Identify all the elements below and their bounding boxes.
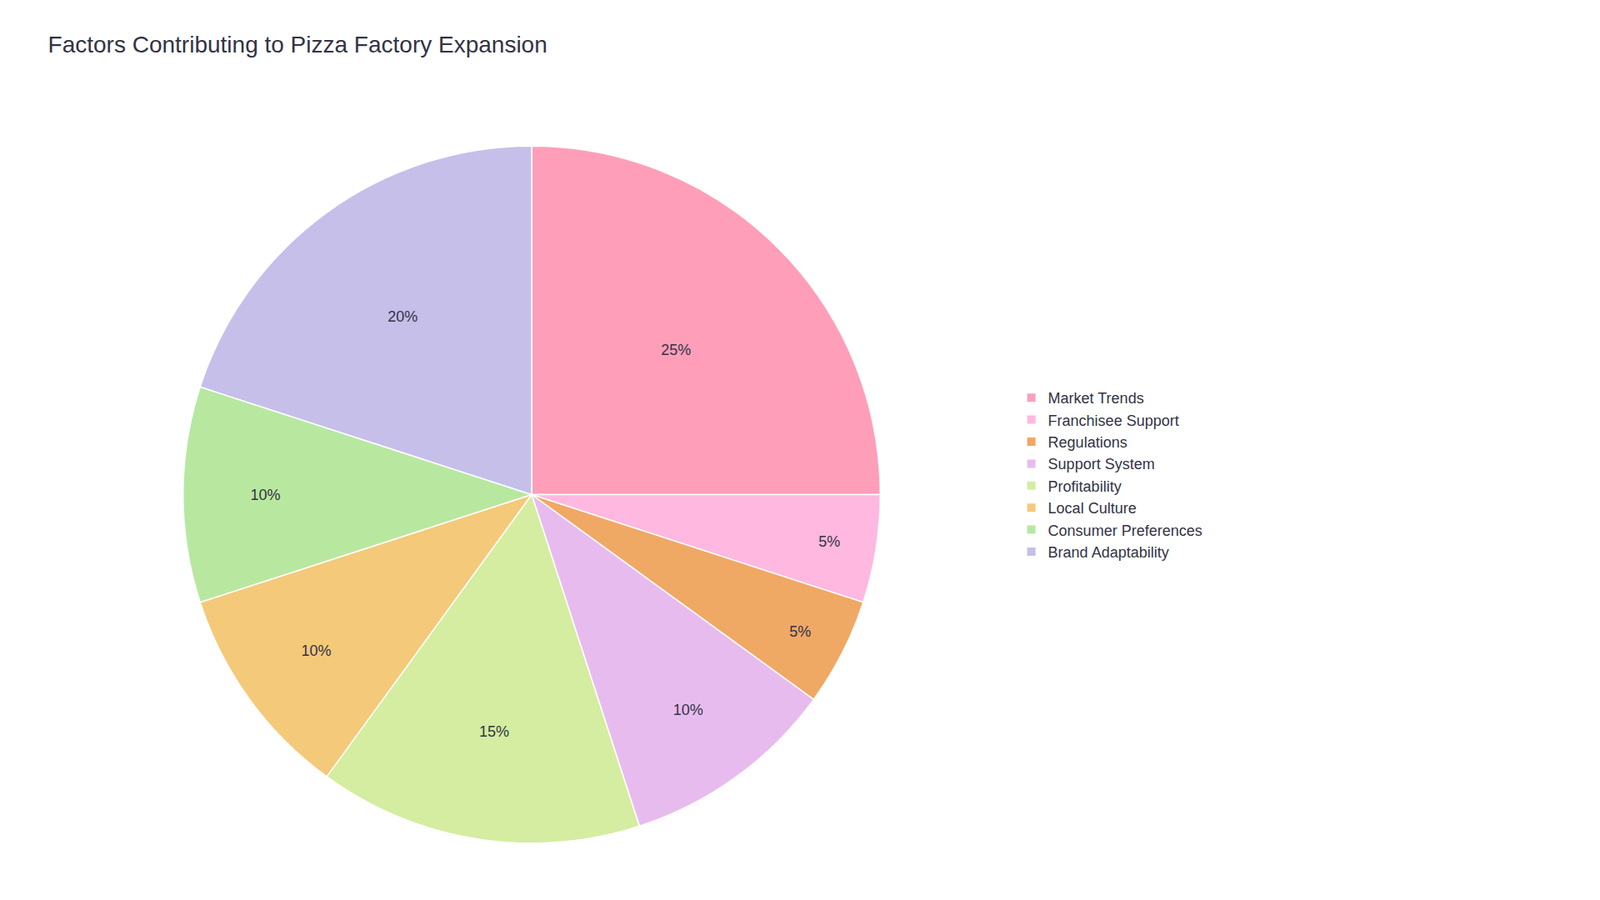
svg-text:Local Culture: Local Culture — [1048, 500, 1137, 517]
svg-text:Regulations: Regulations — [1048, 434, 1128, 451]
svg-text:Profitability: Profitability — [1048, 478, 1122, 495]
svg-text:10%: 10% — [300, 642, 331, 660]
svg-text:Franchisee Support: Franchisee Support — [1048, 412, 1180, 430]
svg-text:20%: 20% — [387, 308, 418, 325]
svg-text:10%: 10% — [250, 486, 280, 504]
svg-text:5%: 5% — [818, 533, 840, 550]
svg-text:25%: 25% — [660, 341, 691, 359]
svg-text:Brand Adaptability: Brand Adaptability — [1048, 544, 1170, 561]
svg-text:Market Trends: Market Trends — [1048, 390, 1145, 407]
svg-text:Support System: Support System — [1048, 455, 1155, 473]
svg-text:5%: 5% — [789, 623, 811, 640]
svg-text:Factors Contributing to Pizza: Factors Contributing to Pizza Factory Ex… — [48, 31, 548, 58]
svg-text:15%: 15% — [479, 723, 510, 740]
svg-text:Consumer Preferences: Consumer Preferences — [1048, 522, 1203, 540]
svg-text:10%: 10% — [673, 701, 704, 719]
